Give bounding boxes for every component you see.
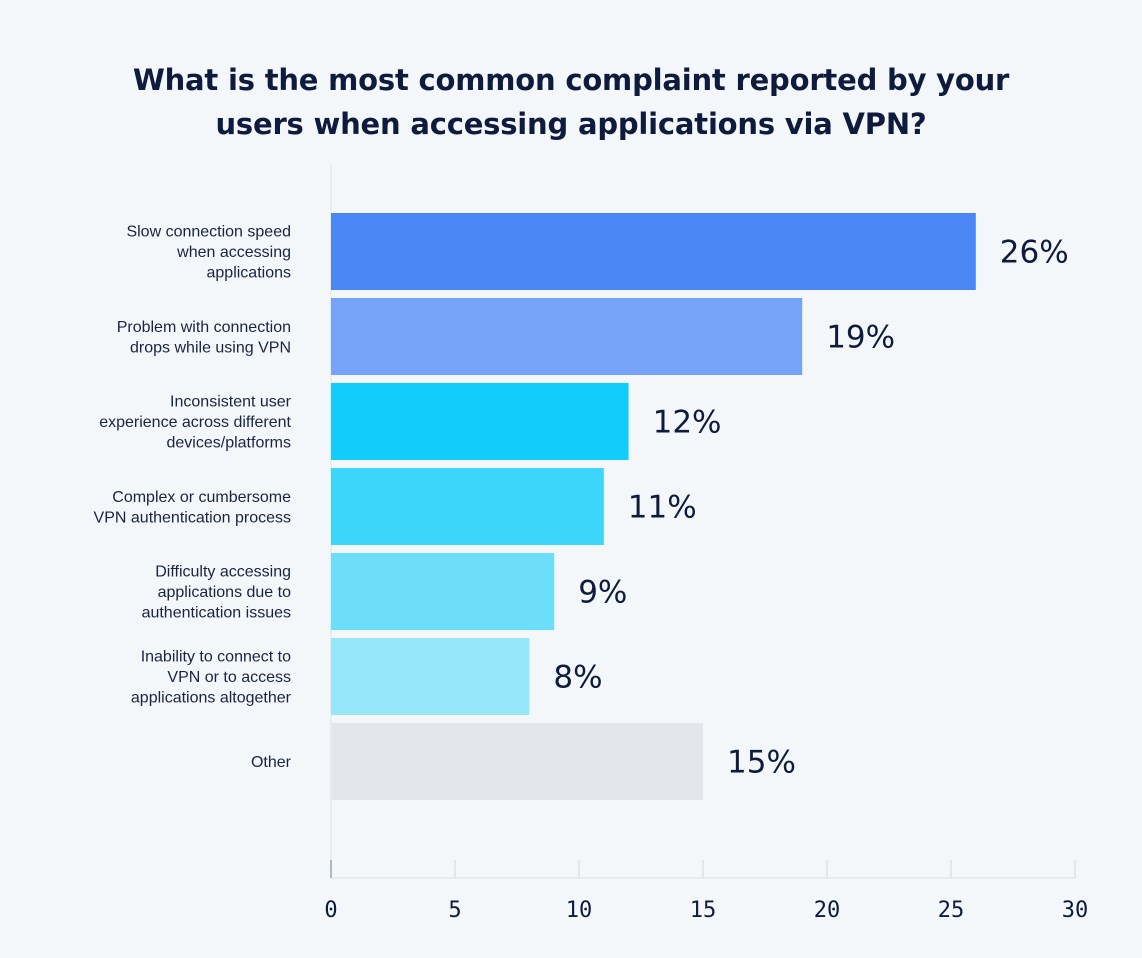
category-label: Inconsistent user experience across diffe… (99, 394, 291, 452)
value-label: 19% (826, 320, 895, 356)
chart-title-line-1: What is the most common complaint report… (132, 63, 1010, 97)
value-label: 26% (1000, 235, 1069, 271)
x-axis: 0 5 10 15 20 25 30 (324, 860, 1088, 923)
category-label: Slow connection speed when accessing appli… (126, 224, 291, 282)
category-label: Complex or cumbersome VPN authentication … (94, 489, 292, 527)
bar (331, 638, 530, 715)
bar (331, 298, 803, 375)
x-tick-label: 10 (566, 898, 593, 923)
x-tick-label: 0 (324, 898, 337, 923)
bar (331, 553, 555, 630)
value-label: 12% (653, 405, 722, 441)
category-label: Problem with connection drops while using… (117, 319, 291, 357)
category-labels: Slow connection speed when accessing appli… (94, 224, 292, 772)
category-label: Inability to connect to VPN or to access a… (131, 649, 292, 707)
x-tick-label: 15 (690, 898, 717, 923)
category-label: Other (251, 754, 292, 771)
value-label: 15% (727, 745, 796, 781)
category-label: Difficulty accessing applications due to a… (142, 564, 292, 622)
bar (331, 723, 703, 800)
bar (331, 383, 629, 460)
bar (331, 468, 604, 545)
chart-title-line-2: users when accessing applications via VP… (215, 107, 927, 141)
x-tick-label: 20 (814, 898, 841, 923)
x-tick-label: 25 (938, 898, 965, 923)
value-label: 11% (628, 490, 697, 526)
x-tick-label: 30 (1062, 898, 1089, 923)
value-labels: 26% 19% 12% 11% 9% 8% 15% (553, 235, 1068, 781)
value-label: 8% (553, 660, 602, 696)
value-label: 9% (578, 575, 627, 611)
chart-title: What is the most common complaint report… (0, 58, 1142, 146)
bar (331, 213, 976, 290)
bars (331, 213, 976, 800)
x-tick-label: 5 (448, 898, 461, 923)
